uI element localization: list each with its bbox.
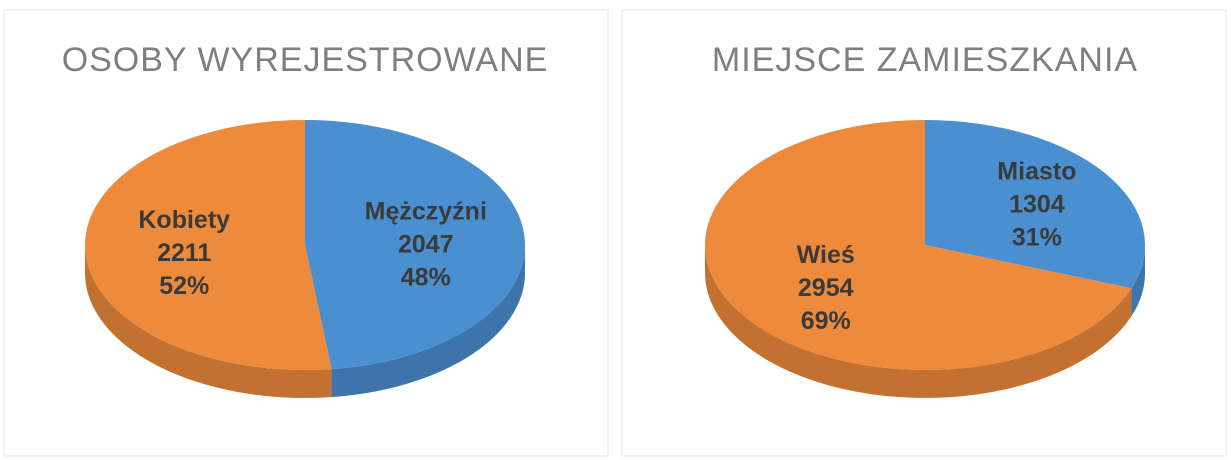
label-value: 2954 [798, 274, 854, 302]
label-value: 2211 [157, 239, 211, 267]
label-name: Miasto [997, 157, 1076, 185]
label-name: Kobiety [138, 206, 230, 234]
label-name: Mężczyźni [365, 197, 487, 225]
slice-side [1131, 245, 1145, 317]
slice [925, 120, 1145, 289]
slice-side [85, 245, 332, 398]
panel [3, 9, 609, 457]
label-value: 1304 [1009, 190, 1065, 218]
label-percent: 31% [1012, 223, 1062, 251]
chart-title: OSOBY WYREJESTROWANE [62, 41, 549, 79]
label-name: Wieś [797, 241, 855, 269]
slice [305, 120, 525, 370]
slice [704, 120, 1132, 370]
label-value: 2047 [398, 230, 454, 258]
slice [84, 120, 332, 370]
label-percent: 48% [401, 263, 451, 291]
label-percent: 69% [801, 307, 851, 335]
slice-side [705, 245, 1132, 398]
slice-side [331, 245, 525, 398]
panel [621, 9, 1227, 457]
label-percent: 52% [159, 272, 209, 300]
chart-title: MIEJSCE ZAMIESZKANIA [712, 41, 1138, 79]
